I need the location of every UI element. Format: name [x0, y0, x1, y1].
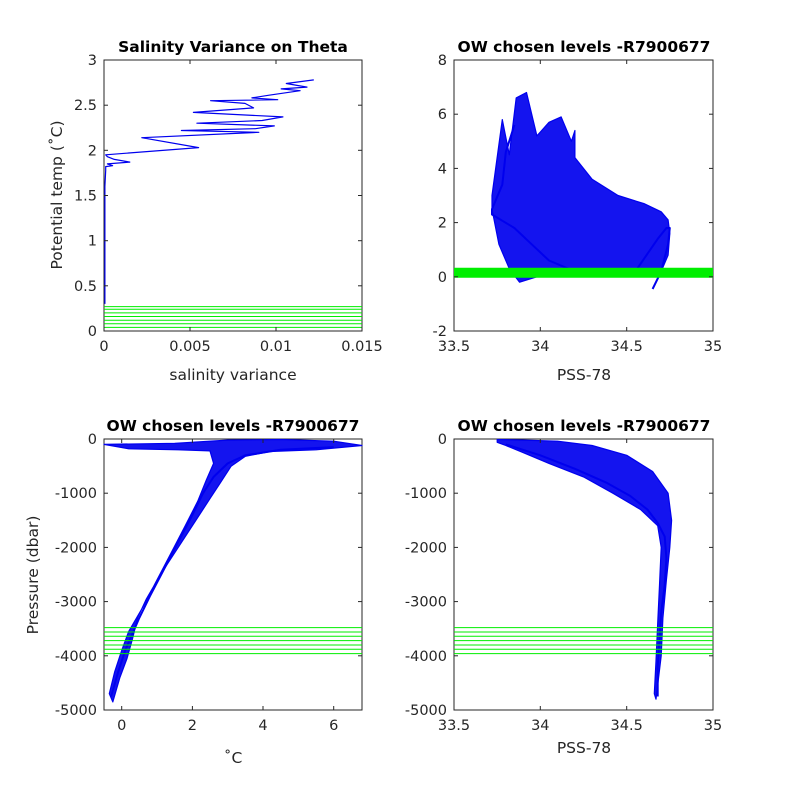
profile-line-0 [505, 443, 668, 697]
x-tick-label: 0.005 [169, 339, 211, 355]
x-tick-label: 2 [188, 718, 197, 734]
x-axis-label: ˚C [224, 749, 243, 767]
y-tick-label: 0 [88, 324, 97, 340]
x-tick-label: 0.015 [341, 339, 383, 355]
plot-title: OW chosen levels -R7900677 [107, 417, 360, 435]
x-tick-label: 4 [258, 718, 267, 734]
x-axis-label: PSS-78 [557, 366, 611, 384]
y-tick-label: 0 [438, 432, 447, 448]
profile-envelope [496, 438, 673, 700]
y-tick-label: -4000 [405, 649, 447, 665]
subplot-pressure-salinity: 33.5 34 34.5 35 -5000 -4000 -3000 -2000 -1000 0 O… [405, 417, 722, 757]
x-tick-label: 6 [329, 718, 338, 734]
x-tick-label: 33.5 [438, 718, 470, 734]
profile-line-0 [104, 79, 314, 304]
y-tick-label: -2 [433, 324, 447, 340]
y-tick-label: -5000 [55, 703, 97, 719]
subplot-pressure-temperature: 0 2 4 6 -5000 -4000 -3000 -2000 -1000 0 OW chosen… [24, 417, 363, 767]
y-tick-label: -1000 [405, 486, 447, 502]
y-tick-label: 6 [438, 107, 447, 123]
y-tick-label: 0 [88, 432, 97, 448]
data-marks [103, 438, 363, 703]
y-tick-label: 0 [438, 270, 447, 286]
plot-title: Salinity Variance on Theta [118, 38, 348, 56]
y-tick-label: -3000 [55, 595, 97, 611]
y-tick-label: -1000 [55, 486, 97, 502]
x-tick-label: 35 [704, 718, 722, 734]
axis-ticks: 0 2 4 6 -5000 -4000 -3000 -2000 -1000 0 [55, 432, 362, 734]
y-tick-label: 0.5 [74, 279, 97, 295]
y-tick-label: -2000 [405, 540, 447, 556]
y-axis-label: Pressure (dbar) [24, 516, 42, 635]
x-tick-label: 0 [99, 339, 108, 355]
x-tick-label: 35 [704, 339, 722, 355]
axis-ticks: 33.5 34 34.5 35 -2 0 2 4 6 8 [433, 53, 723, 355]
y-tick-label: -3000 [405, 595, 447, 611]
x-tick-label: 0.01 [260, 339, 292, 355]
y-tick-label: -4000 [55, 649, 97, 665]
y-tick-label: 2 [438, 216, 447, 232]
y-tick-label: -2000 [55, 540, 97, 556]
y-tick-label: -5000 [405, 703, 447, 719]
data-marks [454, 91, 713, 290]
subplot-theta-salinity: 33.5 34 34.5 35 -2 0 2 4 6 8 OW chosen levels -R7… [433, 38, 723, 384]
data-marks [104, 79, 362, 328]
x-tick-label: 34.5 [611, 339, 643, 355]
plot-title: OW chosen levels -R7900677 [458, 417, 711, 435]
y-tick-label: 2 [88, 143, 97, 159]
axis-ticks: 0 0.005 0.01 0.015 0 0.5 1 1.5 2 2.5 3 [74, 53, 383, 355]
x-tick-label: 34.5 [611, 718, 643, 734]
plot-title: OW chosen levels -R7900677 [458, 38, 711, 56]
x-axis-label: salinity variance [169, 366, 296, 384]
x-tick-label: 0 [117, 718, 126, 734]
y-tick-label: 1 [88, 234, 97, 250]
data-marks [454, 438, 713, 700]
x-tick-label: 34 [531, 718, 549, 734]
x-tick-label: 34 [531, 339, 549, 355]
plot-area [103, 59, 363, 332]
y-tick-label: 8 [438, 53, 447, 69]
y-tick-label: 1.5 [74, 189, 97, 205]
y-tick-label: 2.5 [74, 98, 97, 114]
y-tick-label: 4 [438, 161, 447, 177]
axis-ticks: 33.5 34 34.5 35 -5000 -4000 -3000 -2000 -1000 0 [405, 432, 722, 734]
plot-area [453, 438, 714, 711]
x-tick-label: 33.5 [438, 339, 470, 355]
x-axis-label: PSS-78 [557, 739, 611, 757]
y-tick-label: 3 [88, 53, 97, 69]
y-axis-label: Potential temp (˚C) [48, 121, 66, 270]
plot-area [103, 438, 363, 711]
subplot-salinity-variance: 0 0.005 0.01 0.015 0 0.5 1 1.5 2 2.5 3 Salinity Va… [48, 38, 383, 384]
